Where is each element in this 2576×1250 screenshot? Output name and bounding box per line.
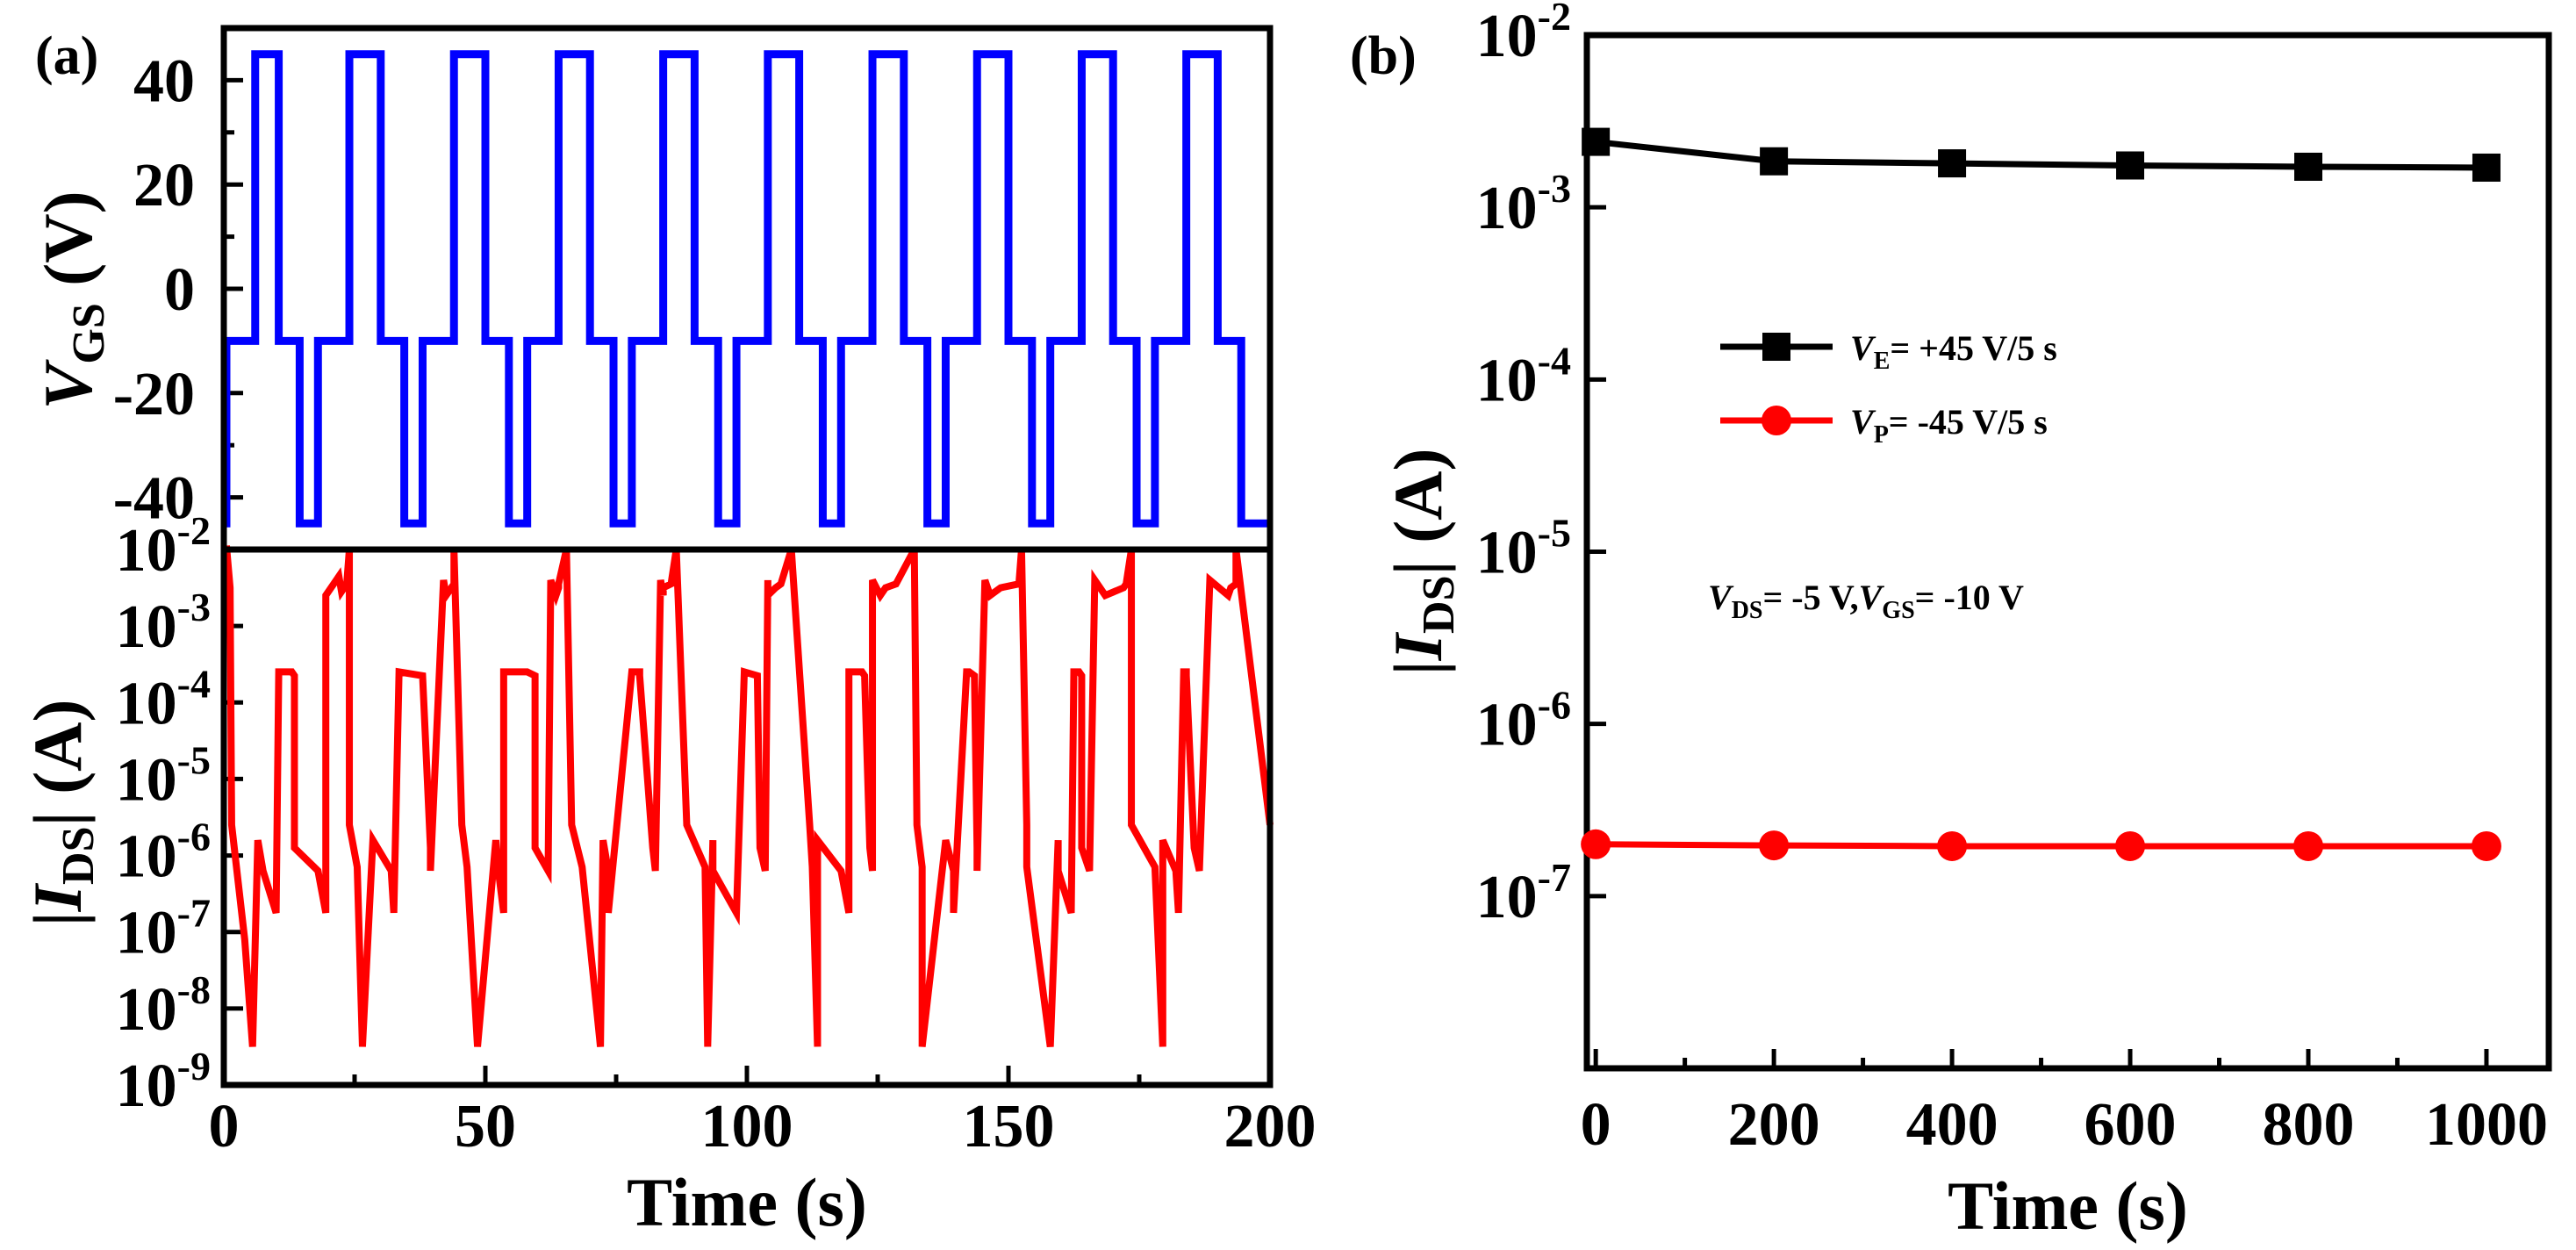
panel-a-label: (a) bbox=[35, 26, 98, 86]
xtick-label-0: 0 bbox=[209, 1093, 240, 1160]
ytick-label-40: 40 bbox=[133, 47, 195, 115]
ytick-label-1e-9: 10-9 bbox=[116, 1044, 211, 1120]
xtick-label-100: 100 bbox=[701, 1093, 793, 1160]
panel-a-bottom-ylabel: |IDS| (A) bbox=[19, 700, 104, 927]
panel-b-xtick-labels: 0 200 400 600 800 1000 bbox=[1581, 1091, 2548, 1159]
xtick-label-50: 50 bbox=[455, 1093, 516, 1160]
b-ytick-label-1e-6: 10-6 bbox=[1476, 683, 1571, 759]
ve-point bbox=[1582, 127, 1611, 156]
vp-point bbox=[1581, 829, 1611, 859]
vgs-series-line bbox=[222, 50, 1270, 528]
xtick-label-200: 200 bbox=[1224, 1093, 1317, 1160]
vp-point bbox=[1937, 830, 1968, 861]
ve-point bbox=[2472, 153, 2501, 182]
b-ytick-label-1e-7: 10-7 bbox=[1476, 855, 1571, 931]
ytick-label-20: 20 bbox=[133, 152, 195, 219]
panel-a-xtick-labels: 0 50 100 150 200 bbox=[209, 1093, 1317, 1160]
xtick-label-150: 150 bbox=[963, 1093, 1055, 1160]
b-xtick-label-800: 800 bbox=[2263, 1091, 2355, 1159]
panel-b-xlabel: Time (s) bbox=[1948, 1167, 2188, 1244]
ve-point bbox=[2294, 152, 2322, 181]
ve-point bbox=[1938, 149, 1967, 178]
ytick-label-1e-6: 10-6 bbox=[116, 815, 211, 891]
ytick-label-1e-5: 10-5 bbox=[116, 737, 211, 814]
ytick-label-minus-40: -40 bbox=[113, 465, 195, 533]
ids-series-line bbox=[222, 545, 1274, 1047]
ylabel-gs-sub: GS bbox=[64, 303, 114, 363]
panel-a-bottom-ytick-labels: 10-2 10-3 10-4 10-5 10-6 10-7 10-8 10-9 bbox=[116, 508, 211, 1120]
ytick-label-1e-8: 10-8 bbox=[116, 967, 211, 1044]
b-xtick-label-400: 400 bbox=[1906, 1091, 1998, 1159]
panel-b-ticks bbox=[1587, 32, 2489, 1071]
b-ytick-label-1e-4: 10-4 bbox=[1476, 338, 1571, 414]
ytick-label-1e-7: 10-7 bbox=[116, 891, 211, 967]
ytick-label-1e-2: 10-2 bbox=[116, 508, 211, 585]
vp-point bbox=[2471, 830, 2501, 861]
panel-a-top-ylabel: VGS (V) bbox=[30, 190, 114, 409]
vp-series-line bbox=[1596, 841, 2486, 850]
panel-b-label: (b) bbox=[1350, 26, 1417, 86]
vp-point bbox=[2115, 830, 2146, 861]
ve-series-line bbox=[1595, 139, 2486, 171]
panel-b-ytick-labels: 10-2 10-3 10-4 10-5 10-6 10-7 bbox=[1476, 0, 1571, 931]
b-xtick-label-200: 200 bbox=[1728, 1091, 1820, 1159]
ytick-label-1e-3: 10-3 bbox=[116, 585, 211, 661]
b-ytick-label-1e-5: 10-5 bbox=[1476, 511, 1571, 587]
b-xtick-label-0: 0 bbox=[1581, 1091, 1611, 1159]
legend-vp-marker bbox=[1762, 406, 1791, 435]
panel-a: (a) 40 20 0 -20 -40 VGS (V) 10-2 10-3 10… bbox=[19, 25, 1317, 1240]
panel-a-top-ytick-labels: 40 20 0 -20 -40 bbox=[113, 47, 195, 532]
legend: VE= +45 V/5 s VP= -45 V/5 s bbox=[1720, 328, 2057, 449]
vp-point bbox=[1759, 830, 1790, 861]
bias-annotation: VDS= -5 V,VGS= -10 V bbox=[1708, 578, 2024, 624]
b-ytick-label-1e-3: 10-3 bbox=[1476, 166, 1571, 242]
panel-b-frame bbox=[1583, 32, 2552, 1072]
ylabel-v-unit: (V) bbox=[30, 190, 106, 303]
ylabel-v: V bbox=[30, 359, 106, 410]
legend-vp-text: VP= -45 V/5 s bbox=[1850, 402, 2048, 449]
vp-point bbox=[2293, 830, 2323, 861]
ytick-label-1e-4: 10-4 bbox=[116, 661, 211, 737]
ve-point bbox=[1760, 147, 1789, 176]
b-xtick-label-600: 600 bbox=[2084, 1091, 2177, 1159]
panel-a-xlabel: Time (s) bbox=[627, 1164, 867, 1240]
ve-point bbox=[2116, 151, 2145, 180]
b-ytick-label-1e-2: 10-2 bbox=[1476, 0, 1571, 70]
legend-ve-text: VE= +45 V/5 s bbox=[1850, 328, 2057, 375]
b-xtick-label-1000: 1000 bbox=[2425, 1091, 2548, 1159]
panel-a-bottom-ticks bbox=[221, 547, 1273, 1088]
panel-b: (b) 10-2 10-3 10-4 10-5 10-6 10-7 |IDS| … bbox=[1350, 0, 2552, 1244]
panel-a-bottom-frame bbox=[220, 546, 1274, 1088]
ytick-label-0: 0 bbox=[164, 256, 195, 324]
panel-b-ylabel: |IDS| (A) bbox=[1380, 449, 1464, 676]
ytick-label-minus-20: -20 bbox=[113, 361, 195, 428]
legend-ve-marker bbox=[1762, 333, 1790, 361]
panel-b-markers bbox=[1581, 127, 2501, 861]
